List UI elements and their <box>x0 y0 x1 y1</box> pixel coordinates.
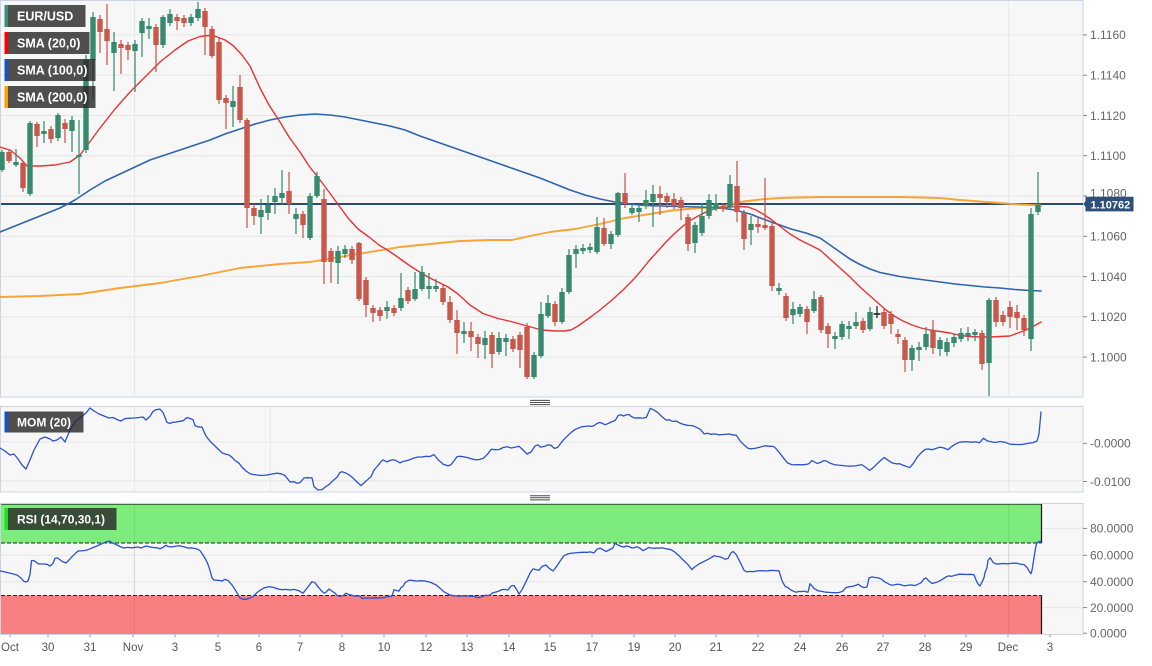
svg-text:Nov: Nov <box>123 642 144 654</box>
svg-text:5: 5 <box>215 642 221 654</box>
svg-text:1.1120: 1.1120 <box>1090 109 1126 123</box>
svg-text:3: 3 <box>1047 642 1053 654</box>
svg-text:24: 24 <box>794 642 807 654</box>
svg-text:10: 10 <box>378 642 391 654</box>
svg-text:17: 17 <box>586 642 599 654</box>
svg-text:1.1100: 1.1100 <box>1090 149 1126 163</box>
svg-text:Dec: Dec <box>998 642 1019 654</box>
svg-text:20.0000: 20.0000 <box>1090 601 1134 615</box>
svg-text:1.1160: 1.1160 <box>1090 28 1126 42</box>
svg-text:13: 13 <box>461 642 474 654</box>
svg-text:19: 19 <box>628 642 641 654</box>
svg-text:-0.0100: -0.0100 <box>1090 475 1131 489</box>
svg-text:MOM (20): MOM (20) <box>17 415 71 429</box>
svg-text:29: 29 <box>960 642 973 654</box>
svg-text:1.10762: 1.10762 <box>1091 199 1131 211</box>
svg-text:12: 12 <box>420 642 433 654</box>
svg-text:SMA (200,0): SMA (200,0) <box>17 91 87 105</box>
svg-text:1.1020: 1.1020 <box>1090 310 1127 324</box>
svg-text:1.1000: 1.1000 <box>1090 350 1127 364</box>
svg-text:28: 28 <box>919 642 932 654</box>
svg-text:21: 21 <box>710 642 723 654</box>
svg-text:15: 15 <box>544 642 557 654</box>
svg-text:-0.0000: -0.0000 <box>1090 437 1131 451</box>
svg-text:8: 8 <box>339 642 345 654</box>
svg-text:SMA (20,0): SMA (20,0) <box>17 37 80 51</box>
svg-text:31: 31 <box>84 642 97 654</box>
svg-text:0.0000: 0.0000 <box>1090 627 1127 641</box>
svg-text:27: 27 <box>877 642 890 654</box>
svg-text:60.0000: 60.0000 <box>1090 549 1134 563</box>
svg-text:1.1060: 1.1060 <box>1090 230 1127 244</box>
svg-text:30: 30 <box>42 642 55 654</box>
svg-text:1.1140: 1.1140 <box>1090 69 1126 83</box>
svg-text:EUR/USD: EUR/USD <box>17 10 73 24</box>
svg-text:3: 3 <box>172 642 178 654</box>
svg-text:40.0000: 40.0000 <box>1090 575 1134 589</box>
svg-text:26: 26 <box>836 642 849 654</box>
svg-text:7: 7 <box>297 642 303 654</box>
svg-text:20: 20 <box>669 642 682 654</box>
svg-text:SMA (100,0): SMA (100,0) <box>17 64 87 78</box>
svg-text:80.0000: 80.0000 <box>1090 522 1134 536</box>
svg-text:RSI (14,70,30,1): RSI (14,70,30,1) <box>17 512 105 526</box>
svg-text:Oct: Oct <box>1 642 20 654</box>
svg-text:14: 14 <box>503 642 516 654</box>
svg-text:6: 6 <box>256 642 262 654</box>
svg-text:22: 22 <box>752 642 765 654</box>
svg-text:1.1040: 1.1040 <box>1090 270 1127 284</box>
